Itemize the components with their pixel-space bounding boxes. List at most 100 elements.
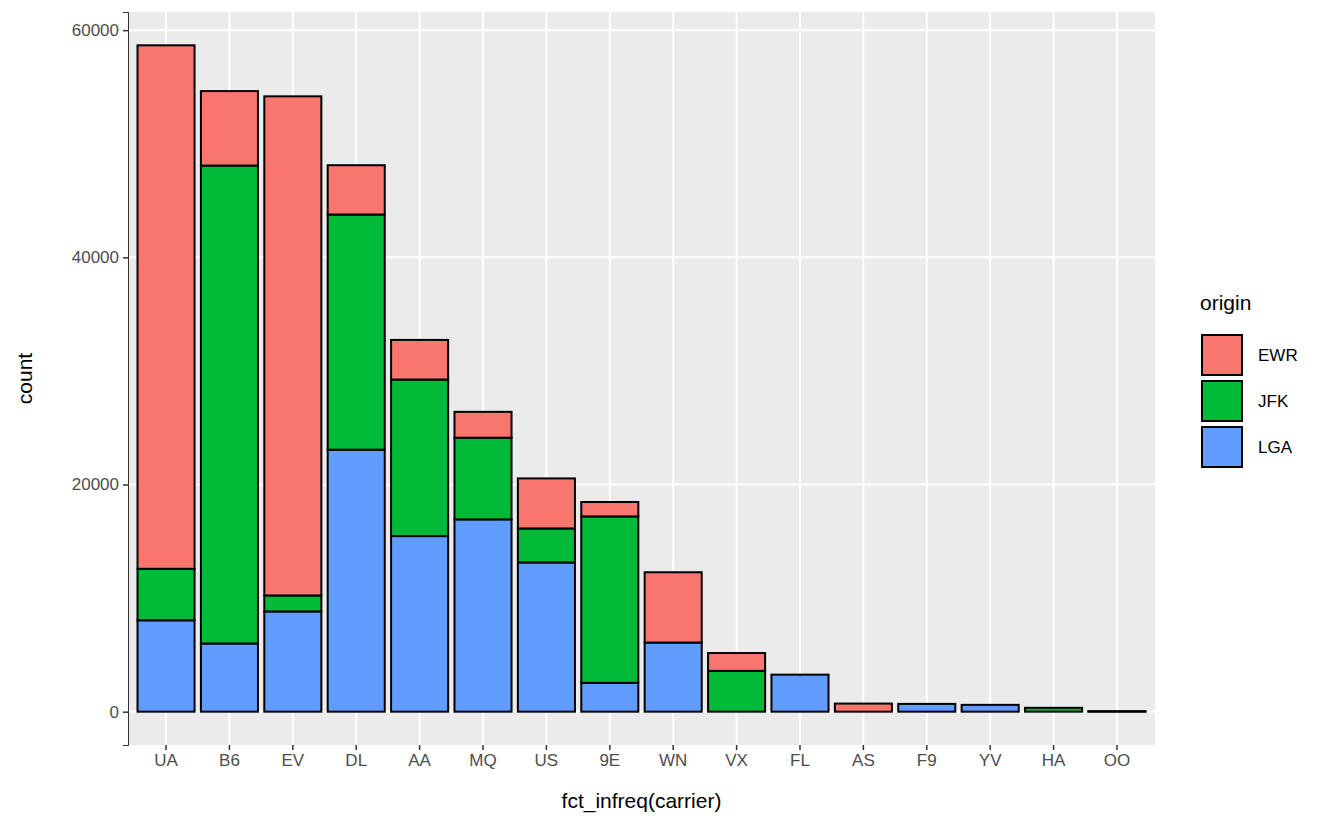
panel [128, 12, 1155, 745]
tick: 20000 [72, 475, 128, 494]
bar-segment [391, 536, 448, 712]
tick-mark [1116, 745, 1118, 750]
tick-mark [123, 711, 128, 713]
legend-key-bg [1201, 380, 1243, 422]
tick: WN [659, 745, 687, 770]
legend-key [1202, 381, 1242, 421]
bar-segment [1025, 708, 1082, 712]
chart: 0200004000060000UAB6EVDLAAMQUS9EWNVXFLAS… [0, 0, 1344, 830]
legend-key [1202, 427, 1242, 467]
bar-segment [581, 683, 638, 712]
legend-key-bg [1201, 334, 1243, 376]
bar-segment [771, 675, 828, 712]
tick-mark [672, 745, 674, 750]
grid-line [989, 12, 991, 745]
tick-label: AA [408, 751, 431, 770]
legend-label: EWR [1258, 346, 1298, 365]
grid-line [736, 12, 738, 745]
tick-mark [419, 745, 421, 750]
x-axis: UA B6 EV DL AA MQ US 9E WN VX FL AS F9 YV HA OO [154, 745, 1130, 770]
tick: YV [979, 745, 1002, 770]
tick-mark [989, 745, 991, 750]
bar-segment [898, 703, 955, 705]
tick-mark [926, 745, 928, 750]
tick: UA [154, 745, 178, 770]
tick-label: 9E [599, 751, 620, 770]
tick: EV [281, 745, 304, 770]
axis-line [123, 13, 129, 746]
tick-mark [229, 745, 231, 750]
bar-segment [962, 704, 1019, 706]
legend-key [1202, 335, 1242, 375]
bar-segment [898, 703, 955, 705]
bar-segment [771, 674, 828, 676]
legend: originEWRJFKLGA [1200, 291, 1298, 468]
bar-segment [771, 674, 828, 676]
legend-title: origin [1200, 291, 1251, 314]
tick-label: DL [345, 751, 367, 770]
tick-label: 20000 [72, 475, 119, 494]
tick-label: FL [790, 751, 810, 770]
bar-segment [264, 611, 321, 711]
tick-mark [1053, 745, 1055, 750]
tick-mark [546, 745, 548, 750]
bar-segment [708, 653, 765, 671]
grid [128, 12, 1155, 745]
bar-segment [1088, 710, 1145, 712]
tick: FL [790, 745, 810, 770]
y-axis: 0200004000060000 [72, 13, 129, 746]
tick-label: VX [725, 751, 748, 770]
bar-segment [391, 380, 448, 537]
tick-mark [292, 745, 294, 750]
tick-label: YV [979, 751, 1002, 770]
tick-mark [482, 745, 484, 750]
bar-segment [138, 569, 195, 621]
bar-segment [518, 478, 575, 528]
tick: US [535, 745, 559, 770]
tick-mark [736, 745, 738, 750]
tick-mark [123, 30, 128, 32]
bar-segment [962, 704, 1019, 706]
tick: MQ [469, 745, 496, 770]
bar-segment [645, 643, 702, 712]
tick-mark [165, 745, 167, 750]
tick-label: HA [1042, 751, 1066, 770]
bar-segment [391, 340, 448, 380]
tick-label: OO [1104, 751, 1130, 770]
tick-label: F9 [917, 751, 937, 770]
grid-line [862, 12, 864, 745]
tick-label: UA [154, 751, 178, 770]
bar-segment [138, 45, 195, 568]
bar-segment [201, 91, 258, 165]
tick-label: B6 [219, 751, 240, 770]
tick-label: US [535, 751, 559, 770]
bar-segment [518, 528, 575, 562]
bar-segment [518, 562, 575, 711]
tick-mark [863, 745, 865, 750]
bar-segment [835, 704, 892, 712]
tick: HA [1042, 745, 1066, 770]
tick: 40000 [72, 248, 128, 267]
tick: OO [1104, 745, 1130, 770]
tick-label: WN [659, 751, 687, 770]
legend-label: JFK [1258, 392, 1289, 411]
bar-segment [1088, 710, 1145, 712]
tick: 0 [110, 703, 128, 722]
grid-line [1053, 12, 1055, 745]
bar-segment [264, 595, 321, 611]
bar-segment [201, 166, 258, 644]
tick: VX [725, 745, 748, 770]
bar-segment [581, 516, 638, 682]
grid-line [128, 29, 1155, 31]
bar-segment [264, 96, 321, 595]
tick-mark [609, 745, 611, 750]
tick-label: EV [281, 751, 304, 770]
bar-segment [328, 215, 385, 450]
tick-mark [123, 484, 128, 486]
bar-segment [1088, 710, 1145, 712]
bar-segment [201, 644, 258, 712]
grid-line [799, 12, 801, 745]
tick-label: AS [852, 751, 875, 770]
bar-segment [708, 671, 765, 712]
tick: B6 [219, 745, 240, 770]
